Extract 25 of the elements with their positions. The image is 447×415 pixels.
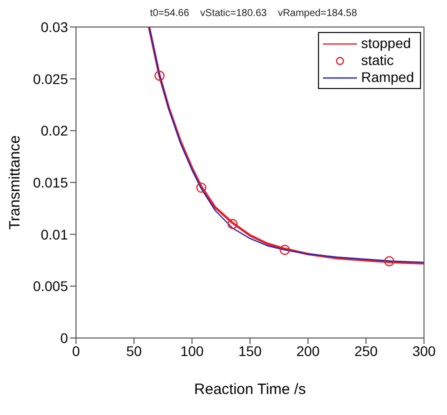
legend-label: static [361,52,394,69]
x-tick-label: 250 [354,342,378,359]
point [280,244,290,255]
legend-label: Ramped [361,69,414,86]
y-tick-label: 0.02 [40,122,68,139]
x-tick-label: 100 [180,342,204,359]
x-tick-label: 200 [296,342,320,359]
point [154,70,165,81]
x-tick-label: 50 [126,342,142,359]
point [196,182,206,193]
x-tick-label: 300 [412,342,436,359]
point [228,218,238,230]
legend-label: stopped [361,35,411,52]
chart-title: t0=54.66 vStatic=180.63 vRamped=184.58 [148,8,358,21]
y-tick-label: 0.005 [32,278,68,294]
x-tick-label: 0 [72,342,80,359]
y-tick-label: 0.01 [40,226,68,242]
x-axis-title: Reaction Time /s [194,381,306,398]
y-tick-label: 0 [60,330,68,346]
point [384,256,394,266]
y-tick-label: 0.03 [40,18,68,35]
x-tick-label: 150 [238,342,262,359]
y-tick-label: 0.025 [32,70,68,87]
y-tick-label: 0.015 [32,174,68,190]
y-axis-title: Transmittance [6,135,24,230]
